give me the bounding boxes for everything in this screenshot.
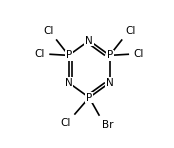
Text: Cl: Cl bbox=[125, 26, 135, 36]
Text: Cl: Cl bbox=[133, 49, 144, 59]
Text: N: N bbox=[65, 78, 73, 88]
Text: Cl: Cl bbox=[61, 118, 71, 128]
Text: Cl: Cl bbox=[43, 26, 53, 36]
Text: N: N bbox=[85, 36, 93, 46]
Text: Br: Br bbox=[102, 120, 113, 130]
Text: N: N bbox=[106, 78, 114, 88]
Text: Cl: Cl bbox=[35, 49, 45, 59]
Text: P: P bbox=[106, 50, 113, 60]
Text: P: P bbox=[86, 92, 92, 103]
Text: P: P bbox=[66, 50, 72, 60]
